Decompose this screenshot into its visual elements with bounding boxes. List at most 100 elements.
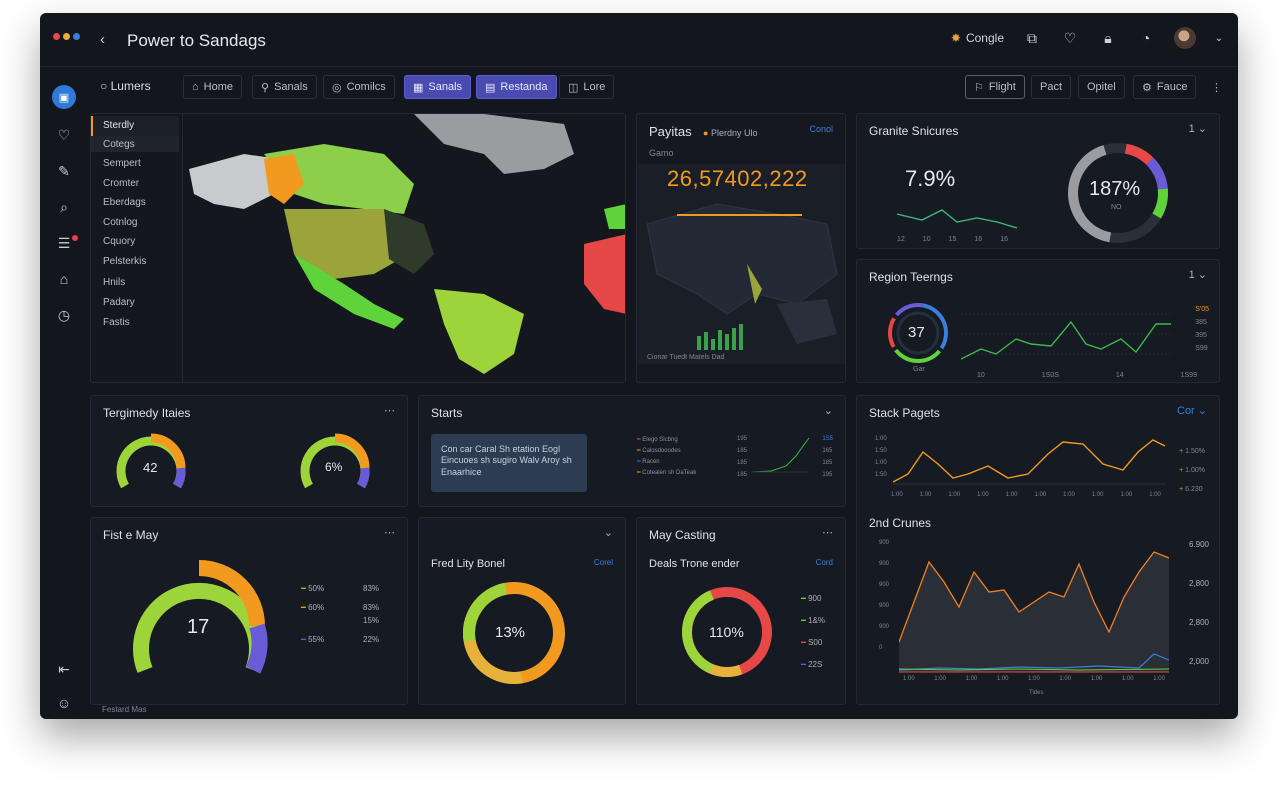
axis-label: 185	[737, 448, 748, 454]
pin-icon[interactable]: ♡	[1063, 29, 1077, 46]
large-gauge	[133, 560, 268, 674]
minimize-dot[interactable]	[63, 33, 70, 40]
axis-labels: 12 10 15 16 16	[897, 236, 1008, 243]
list-item[interactable]: Cotnlog	[103, 217, 138, 228]
axis-label: 1:00	[1153, 676, 1165, 682]
casting-legend: ━ 900 ━ 1&% ━ S00 ━ 22S	[801, 594, 825, 669]
list-item[interactable]: Eberdags	[103, 197, 146, 208]
list-item[interactable]: Cquory	[103, 236, 136, 247]
axis-label: 1:50	[875, 448, 887, 454]
axis-label: 1:00	[875, 460, 887, 466]
legend-item: ━ Elego Sicbng	[637, 437, 678, 443]
axis-label: 900	[879, 603, 890, 609]
axis-label: 2,800	[1188, 618, 1209, 627]
list-item[interactable]: Fastis	[103, 317, 130, 328]
avatar[interactable]	[1174, 27, 1196, 49]
casting-ring	[682, 587, 772, 677]
list-item[interactable]: Sempert	[103, 158, 141, 169]
list-item[interactable]: Hnils	[103, 277, 126, 288]
edit-icon[interactable]: ✎	[58, 162, 70, 179]
axis-label: 1:00	[1005, 492, 1018, 498]
gauge-value: 6%	[325, 460, 343, 474]
heart-icon[interactable]: ♡	[57, 126, 71, 143]
axis-label: 12	[897, 236, 905, 243]
y-axis-labels: 1:00 1:50 1:00 1:50	[875, 436, 887, 478]
right-axis-labels: + 1.50% + 1.00% + 6.230	[1179, 448, 1205, 493]
workspace-selector[interactable]: ○ Lumers	[100, 79, 151, 93]
fauce-button[interactable]: ⚙ Fauce	[1133, 75, 1197, 99]
search-icon[interactable]: ⌕	[60, 198, 68, 215]
pact-button[interactable]: Pact	[1031, 75, 1072, 99]
axis-label: 0	[879, 645, 883, 651]
map-region-greenland	[414, 114, 574, 174]
list-icon[interactable]: ☰	[57, 234, 71, 251]
page-title: Power to Sandags	[127, 31, 266, 50]
axis-label: + 6.230	[1179, 486, 1203, 493]
axis-label: 1S0S	[1041, 372, 1059, 379]
panel-title: Fist e May	[103, 528, 159, 542]
axis-label: 185	[737, 460, 748, 466]
axis-label: 1:00	[1121, 676, 1134, 682]
clock-icon[interactable]: ◷	[57, 306, 71, 323]
panel-title: Granite Snicures	[869, 124, 959, 138]
list-item[interactable]: Sterdly	[103, 120, 135, 131]
back-button[interactable]: ‹	[100, 31, 105, 48]
tab-restanda[interactable]: ▤ Restanda	[476, 75, 557, 99]
nav-app-icon[interactable]: ▣	[52, 85, 76, 109]
panel-menu[interactable]: ⋯	[822, 527, 833, 539]
map-region-canada	[264, 144, 414, 214]
panel-link[interactable]: Corel	[593, 558, 613, 567]
axis-label: 1:50	[875, 472, 887, 478]
starts-line-chart	[751, 437, 810, 473]
flight-button[interactable]: ⚐ Flight	[965, 75, 1025, 99]
legend-val: 22%	[363, 635, 380, 644]
ring-value: 37	[908, 324, 925, 341]
y-axis-labels: S'05 385 395 S99	[1195, 306, 1209, 352]
list-item[interactable]: Cotegs	[103, 139, 135, 150]
tab-lore[interactable]: ◫ Lore	[559, 75, 615, 99]
more-icon[interactable]: ⋮	[1211, 81, 1222, 94]
opitel-button[interactable]: Opitel	[1078, 75, 1125, 99]
map-region-alaska	[189, 154, 279, 209]
panel-menu[interactable]: ⌄	[603, 527, 613, 539]
help-icon[interactable]: ☺	[56, 695, 72, 711]
panel-menu[interactable]: 1 ⌄	[1188, 269, 1207, 281]
panel-menu[interactable]: ⌄	[823, 405, 833, 417]
axis-label: 1:00	[891, 492, 903, 498]
tab-comilcs[interactable]: ◎ Comilcs	[323, 75, 395, 99]
close-dot[interactable]	[53, 33, 60, 40]
panel-menu[interactable]: ⋯	[384, 527, 395, 539]
bell-icon[interactable]: ◔	[1141, 30, 1151, 46]
tab-sanals[interactable]: ⚲ Sanals	[252, 75, 317, 99]
panel-menu[interactable]: 1 ⌄	[1188, 123, 1207, 135]
app-window: ‹ Power to Sandags ✸ Congle ⧉ ♡ 🔒︎ ◔ ⌄ ▣…	[40, 13, 1238, 719]
ring-value: 187%	[1089, 178, 1141, 200]
panel-menu[interactable]: ⋯	[384, 405, 395, 417]
map-region-europe	[604, 204, 625, 229]
tergimedy-panel: Tergimedy Itaies ⋯ 42 6%	[90, 395, 408, 507]
legend-row: ━ 60% 83%	[301, 603, 379, 612]
axis-label: 2,800	[1188, 579, 1209, 588]
axis-label: 10	[977, 372, 985, 379]
panel-menu[interactable]: Cor ⌄	[1177, 405, 1207, 417]
map-region-east	[384, 209, 434, 274]
collapse-icon[interactable]: ⇤	[58, 660, 70, 677]
tab-sanals-active[interactable]: ▦ Sanals	[404, 75, 472, 99]
axis-label: 185	[822, 460, 833, 466]
home-icon: ⌂	[192, 81, 199, 93]
list-item[interactable]: Padary	[103, 297, 135, 308]
axis-label: 16	[974, 236, 983, 243]
export-icon[interactable]: ⧉	[1027, 29, 1037, 46]
panel-link[interactable]: Cord	[815, 558, 833, 567]
panel-link[interactable]: Conol	[809, 124, 833, 134]
chevron-down-icon[interactable]: ⌄	[1214, 32, 1224, 44]
tab-home[interactable]: ⌂ Home	[183, 75, 242, 99]
list-item[interactable]: Cromter	[103, 178, 140, 189]
axis-label: 195	[737, 436, 748, 442]
building-icon[interactable]: ⌂	[59, 271, 69, 287]
world-map[interactable]	[184, 114, 626, 383]
list-item[interactable]: Pelsterkis	[103, 256, 147, 267]
lock-icon[interactable]: 🔒︎	[1104, 29, 1112, 46]
account-chip[interactable]: ✸ Congle	[951, 31, 1004, 45]
maximize-dot[interactable]	[73, 33, 80, 40]
